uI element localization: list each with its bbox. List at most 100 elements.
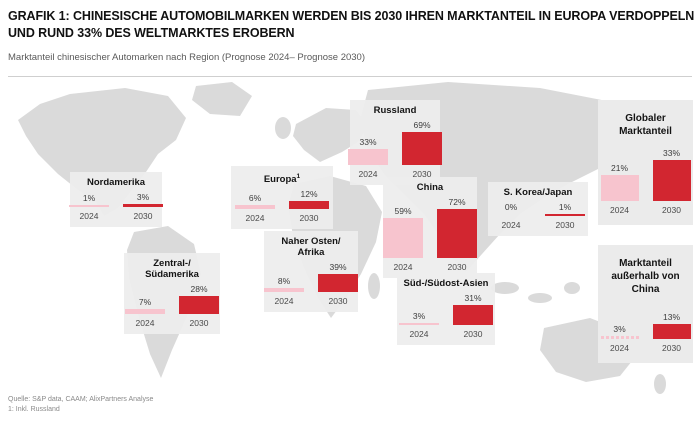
bar-year-label: 2024 <box>135 318 155 328</box>
bar-column-2030: 3% 2030 <box>123 192 163 221</box>
region-title: Naher Osten/ Afrika <box>281 236 341 258</box>
bar-year-label: 2030 <box>189 318 209 328</box>
region-chart: China 59% 2024 72% 2030 <box>383 177 477 278</box>
bar-column-2030: 33% 2030 <box>652 148 691 215</box>
continent-greenland <box>192 82 252 116</box>
bar-column-2030: 28% 2030 <box>179 284 219 328</box>
continent-europe <box>293 108 368 162</box>
bar-2024 <box>125 309 165 314</box>
region-title: S. Korea/Japan <box>503 187 573 198</box>
bar-column-2030: 12% 2030 <box>289 189 329 223</box>
bar-year-label: 2030 <box>328 296 348 306</box>
region-chart: Globaler Marktanteil 21% 2024 33% 2030 <box>598 100 693 225</box>
bar-year-label: 2024 <box>393 262 413 272</box>
bar-column-2024: 1% 2024 <box>69 193 109 221</box>
bar-value-label: 1% <box>82 193 96 203</box>
region-chart: Zentral-/ Südamerika 7% 2024 28% 2030 <box>124 253 220 334</box>
bar-column-2024: 0% 2024 <box>491 202 531 230</box>
bar-column-2030: 69% 2030 <box>402 120 442 179</box>
bar-year-label: 2030 <box>662 343 681 353</box>
bar-value-label: 3% <box>136 192 150 202</box>
islands-southeast-asia-2 <box>528 293 552 303</box>
region-chart: Europa1 6% 2024 12% 2030 <box>231 166 333 230</box>
bar-2024 <box>69 205 109 207</box>
bar-column-2024: 59% 2024 <box>383 206 423 272</box>
bar-year-label: 2030 <box>133 211 153 221</box>
bar-value-label: 0% <box>504 202 518 212</box>
bar-2030 <box>318 274 358 292</box>
bar-column-2030: 39% 2030 <box>318 262 358 306</box>
region-chart: Russland 33% 2024 69% 2030 <box>348 100 442 185</box>
bar-value-label: 69% <box>413 120 431 130</box>
bar-value-label: 7% <box>138 297 152 307</box>
bar-year-label: 2024 <box>501 220 521 230</box>
island-uk <box>275 117 291 139</box>
island-madagascar <box>368 273 380 299</box>
divider <box>8 76 692 77</box>
bar-value-label: 31% <box>464 293 482 303</box>
region-title: Zentral-/ Südamerika <box>145 258 199 280</box>
bar-2024 <box>264 288 304 292</box>
region-bars: 21% 2024 33% 2030 <box>600 148 691 215</box>
bar-value-label: 21% <box>610 163 628 173</box>
bar-2030 <box>545 214 585 216</box>
region-bars: 6% 2024 12% 2030 <box>235 189 329 223</box>
bar-2024 <box>235 205 275 210</box>
island-new-zealand <box>654 374 666 394</box>
bar-year-label: 2030 <box>412 169 432 179</box>
region-bars: 0% 2024 1% 2030 <box>491 202 585 230</box>
bar-year-label: 2024 <box>409 329 429 339</box>
region-chart: Süd-/Südost-Asien 3% 2024 31% 2030 <box>397 273 495 345</box>
bar-year-label: 2024 <box>358 169 378 179</box>
bar-value-label: 3% <box>412 311 426 321</box>
bar-2030 <box>289 201 329 210</box>
bar-value-label: 72% <box>448 197 466 207</box>
bar-year-label: 2030 <box>555 220 575 230</box>
source-note: Quelle: S&P data, CAAM; AlixPartners Ana… <box>8 396 154 403</box>
bar-column-2030: 13% 2030 <box>652 312 691 353</box>
region-chart: Nordamerika 1% 2024 3% 2030 <box>69 172 163 227</box>
region-chart: Naher Osten/ Afrika 8% 2024 39% 2030 <box>264 231 358 312</box>
bar-2030 <box>652 160 691 201</box>
bar-year-label: 2024 <box>610 205 629 215</box>
footnote: 1: Inkl. Russland <box>8 406 60 413</box>
bar-value-label: 13% <box>662 312 680 322</box>
bar-column-2030: 1% 2030 <box>545 202 585 230</box>
bar-column-2024: 21% 2024 <box>600 163 639 215</box>
bar-column-2030: 72% 2030 <box>437 197 477 272</box>
bar-column-2024: 33% 2024 <box>348 137 388 179</box>
footer: Quelle: S&P data, CAAM; AlixPartners Ana… <box>8 395 153 415</box>
bar-year-label: 2030 <box>662 205 681 215</box>
region-title: Nordamerika <box>86 177 146 188</box>
bar-2030 <box>179 296 219 314</box>
bar-year-label: 2030 <box>299 213 319 224</box>
bar-column-2024: 3% 2024 <box>399 311 439 339</box>
bar-value-label: 33% <box>662 148 680 158</box>
bar-column-2024: 7% 2024 <box>125 297 165 328</box>
bar-value-label: 12% <box>300 189 318 200</box>
bar-value-label: 33% <box>359 137 377 147</box>
bar-2024 <box>348 149 388 165</box>
region-title: Globaler Marktanteil <box>619 113 672 137</box>
region-bars: 8% 2024 39% 2030 <box>264 262 358 306</box>
bar-column-2024: 8% 2024 <box>264 276 304 306</box>
region-title: China <box>416 182 444 193</box>
bar-value-label: 59% <box>394 206 412 216</box>
region-chart: Marktanteil außerhalb von China 3% 2024 13… <box>598 245 693 363</box>
region-title: Süd-/Südost-Asien <box>403 278 489 289</box>
bar-value-label: 1% <box>558 202 572 212</box>
chart-title: GRAFIK 1: CHINESISCHE AUTOMOBILMARKEN WE… <box>8 9 695 40</box>
region-title: Russland <box>373 105 417 116</box>
bar-column-2024: 3% 2024 <box>600 324 639 353</box>
islands-southeast-asia-3 <box>564 282 580 294</box>
bar-year-label: 2030 <box>463 329 483 339</box>
bar-2030 <box>437 209 477 258</box>
bar-value-label: 8% <box>277 276 291 286</box>
bar-value-label: 39% <box>329 262 347 272</box>
bar-year-label: 2024 <box>79 211 99 221</box>
bar-2030 <box>453 305 493 325</box>
region-bars: 7% 2024 28% 2030 <box>125 284 219 328</box>
bar-2024 <box>600 175 639 201</box>
bar-2024 <box>399 323 439 325</box>
